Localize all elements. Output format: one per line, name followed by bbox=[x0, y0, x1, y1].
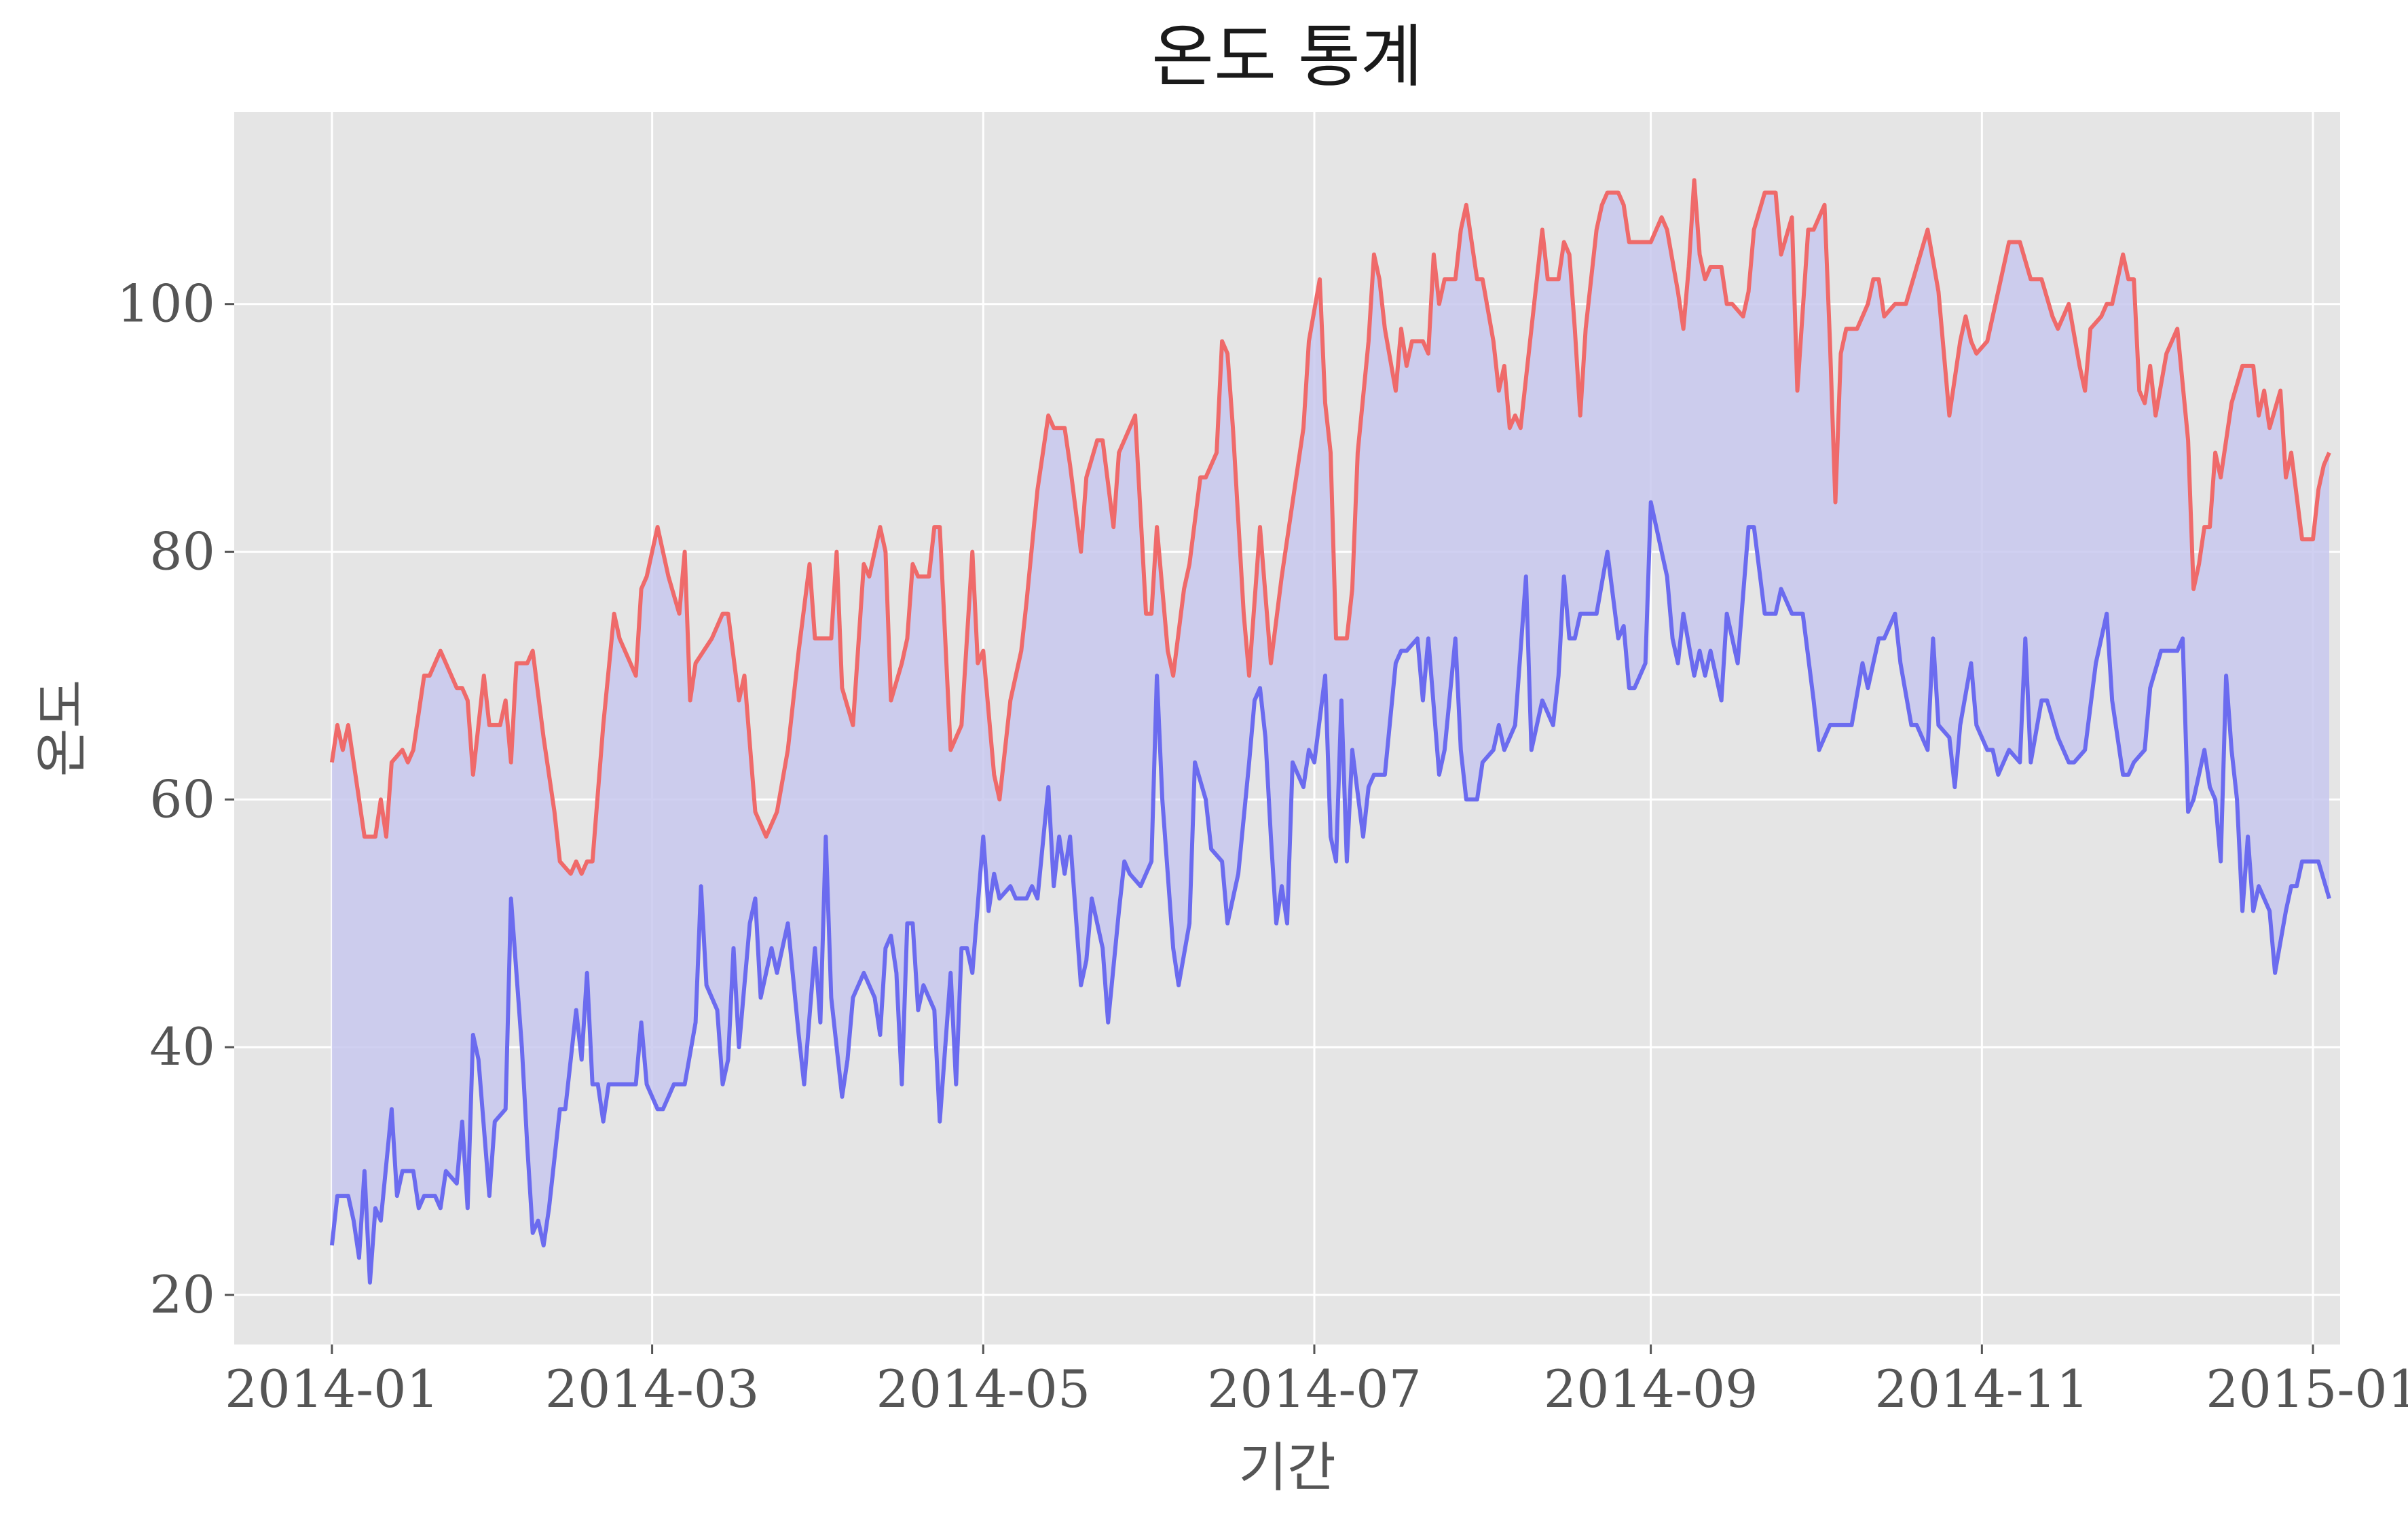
chart-title: 온도 통계 bbox=[1151, 17, 1423, 96]
y-axis-label: 온도 bbox=[32, 680, 93, 777]
y-tick-label: 40 bbox=[149, 1017, 215, 1077]
axis-ticks: 20 40 60 80 100 2014-01 2014-03 2014-05 2014-07 2… bbox=[117, 274, 2408, 1419]
x-tick-label: 2014-05 bbox=[876, 1359, 1090, 1419]
x-tick-label: 2015-01 bbox=[2206, 1359, 2408, 1419]
y-tick-label: 20 bbox=[149, 1264, 215, 1325]
y-tick-label: 60 bbox=[149, 769, 215, 829]
x-tick-label: 2014-01 bbox=[225, 1359, 439, 1419]
series-line-low bbox=[329, 500, 2331, 1285]
x-tick-label: 2014-03 bbox=[545, 1359, 760, 1419]
series-line-high bbox=[329, 178, 2331, 876]
x-axis-label: 기간 bbox=[1238, 1438, 1336, 1499]
x-tick-label: 2014-07 bbox=[1207, 1359, 1422, 1419]
x-tick-label: 2014-11 bbox=[1874, 1359, 2089, 1419]
x-tick-label: 2014-09 bbox=[1544, 1359, 1758, 1419]
y-tick-label: 80 bbox=[149, 521, 215, 582]
y-tick-label: 100 bbox=[117, 274, 215, 334]
temperature-range-fill bbox=[331, 180, 2330, 1283]
